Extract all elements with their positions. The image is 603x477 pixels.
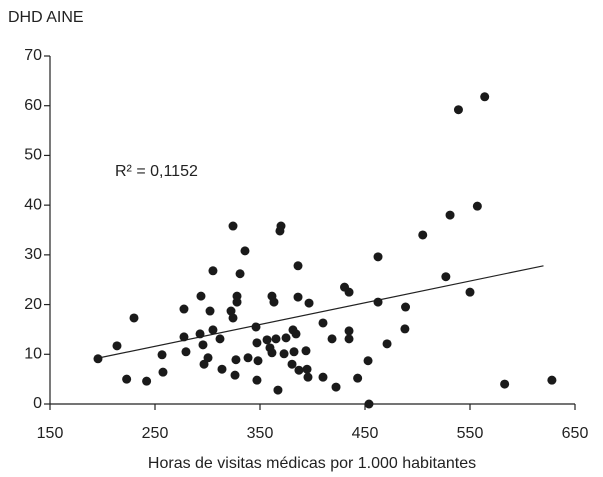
- y-tick-label: 40: [24, 196, 42, 213]
- point: [472, 201, 482, 211]
- point: [401, 302, 411, 312]
- point: [303, 372, 313, 382]
- point: [243, 353, 253, 363]
- point: [129, 313, 139, 323]
- trend-line: [97, 265, 544, 359]
- point: [547, 375, 557, 385]
- point: [291, 329, 301, 339]
- point: [93, 354, 103, 364]
- point: [215, 334, 225, 344]
- point: [226, 306, 236, 316]
- x-tick-label: 150: [37, 425, 64, 442]
- point: [179, 304, 189, 314]
- y-tick-label: 10: [24, 346, 42, 363]
- point: [252, 375, 262, 385]
- point: [364, 399, 374, 409]
- point: [232, 297, 242, 307]
- point: [353, 373, 363, 383]
- point: [230, 370, 240, 380]
- y-axis-label: DHD AINE: [8, 9, 84, 26]
- point: [217, 364, 227, 374]
- point: [181, 347, 191, 357]
- point: [273, 385, 283, 395]
- x-tick-label: 450: [352, 425, 379, 442]
- point: [208, 325, 218, 335]
- point: [112, 341, 122, 351]
- point: [228, 221, 238, 231]
- point: [327, 334, 337, 344]
- x-tick-label: 350: [247, 425, 274, 442]
- point: [122, 374, 132, 384]
- y-tick-label: 70: [24, 47, 42, 64]
- point: [196, 291, 206, 301]
- point: [441, 272, 451, 282]
- point: [279, 349, 289, 359]
- point: [480, 92, 490, 102]
- point: [158, 367, 168, 377]
- point: [344, 334, 354, 344]
- point: [235, 269, 245, 279]
- point: [157, 350, 167, 360]
- y-tick-label: 50: [24, 147, 42, 164]
- point: [363, 356, 373, 366]
- point: [465, 287, 475, 297]
- point: [203, 353, 213, 363]
- point: [445, 210, 455, 220]
- point: [276, 221, 286, 231]
- point: [198, 340, 208, 350]
- point: [231, 355, 241, 365]
- point: [179, 332, 189, 342]
- point: [252, 338, 262, 348]
- y-tick-label: 0: [33, 395, 42, 412]
- point: [453, 105, 463, 115]
- point: [301, 346, 311, 356]
- point: [304, 298, 314, 308]
- y-tick-label: 60: [24, 97, 42, 114]
- point: [253, 356, 263, 366]
- point: [293, 292, 303, 302]
- point: [195, 329, 205, 339]
- y-tick-label: 20: [24, 296, 42, 313]
- point: [228, 313, 238, 323]
- point: [262, 335, 272, 345]
- x-tick-label: 550: [457, 425, 484, 442]
- point: [331, 382, 341, 392]
- point: [382, 339, 392, 349]
- x-axis-label: Horas de visitas médicas por 1.000 habit…: [148, 455, 476, 472]
- point: [400, 324, 410, 334]
- point: [205, 306, 215, 316]
- point: [240, 246, 250, 256]
- point: [318, 318, 328, 328]
- point: [271, 334, 281, 344]
- point: [281, 333, 291, 343]
- point: [142, 376, 152, 386]
- point: [302, 364, 312, 374]
- x-tick-label: 650: [562, 425, 589, 442]
- point: [373, 297, 383, 307]
- point: [267, 348, 277, 358]
- annotation: R² = 0,1152: [115, 163, 198, 180]
- point: [287, 359, 297, 369]
- point: [269, 297, 279, 307]
- point: [344, 326, 354, 336]
- point: [208, 266, 218, 276]
- point: [500, 379, 510, 389]
- point: [294, 365, 304, 375]
- point: [344, 287, 354, 297]
- point: [293, 261, 303, 271]
- point: [199, 359, 209, 369]
- point: [318, 372, 328, 382]
- point: [251, 322, 261, 332]
- point: [289, 347, 299, 357]
- point: [373, 252, 383, 262]
- point: [418, 230, 428, 240]
- x-tick-label: 250: [142, 425, 169, 442]
- y-tick-label: 30: [24, 246, 42, 263]
